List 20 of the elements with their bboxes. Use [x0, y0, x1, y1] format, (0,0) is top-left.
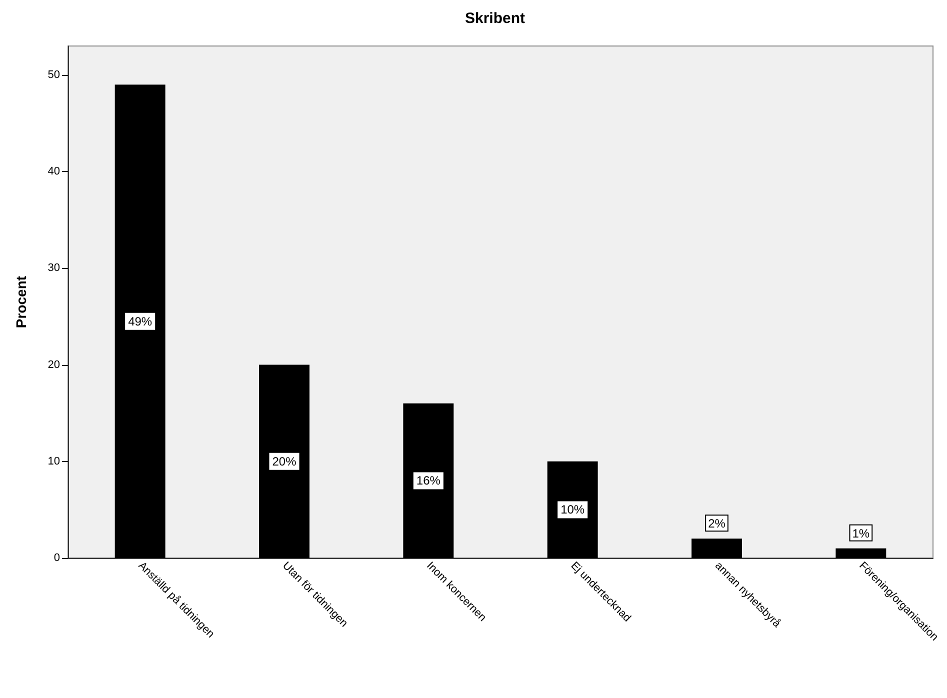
y-tick-label: 20 — [48, 358, 60, 371]
y-tick-label: 40 — [48, 166, 60, 178]
chart-title: Skribent — [464, 10, 526, 27]
bar — [692, 538, 742, 558]
y-tick-label: 0 — [54, 552, 60, 564]
data-label: 10% — [560, 502, 585, 517]
data-label: 2% — [708, 516, 726, 531]
data-label: 20% — [272, 454, 297, 468]
data-label: 1% — [852, 526, 870, 540]
y-tick-label: 10 — [48, 455, 60, 468]
y-tick-label: 30 — [48, 262, 60, 274]
y-tick-label: 50 — [48, 68, 60, 81]
y-axis-title: Procent — [13, 276, 29, 328]
bar — [259, 364, 310, 558]
bar — [403, 403, 454, 558]
bar — [547, 461, 598, 558]
data-label: 49% — [128, 314, 152, 328]
data-label: 16% — [416, 474, 441, 488]
bar — [836, 548, 886, 558]
bar — [114, 84, 166, 558]
